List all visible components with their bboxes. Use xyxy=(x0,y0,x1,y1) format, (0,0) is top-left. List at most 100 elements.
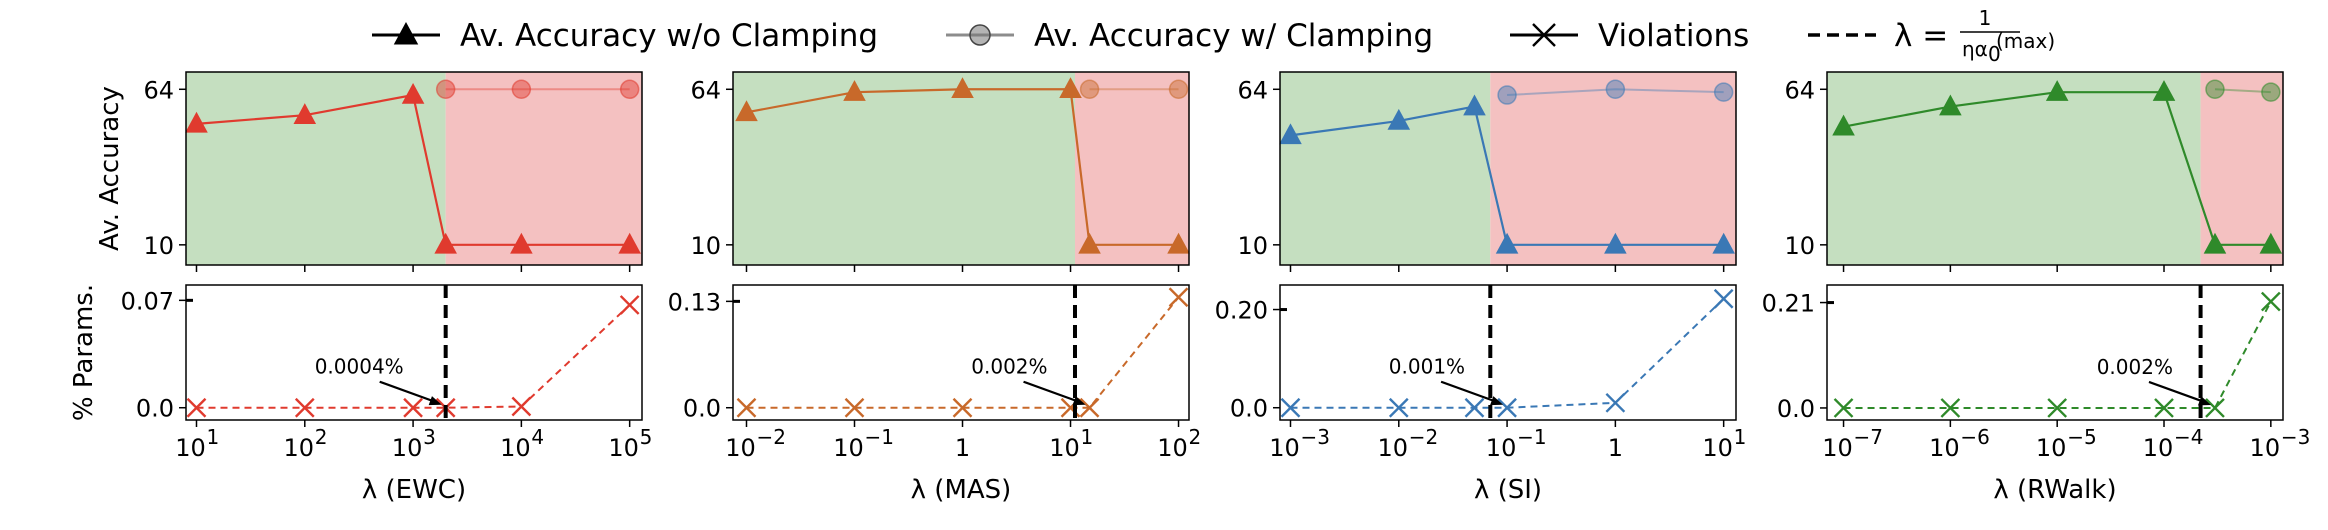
x-axis-label: λ (RWalk) xyxy=(1993,475,2116,505)
safe-region xyxy=(733,72,1075,265)
violation-region xyxy=(2200,72,2283,265)
violation-point xyxy=(1497,397,1517,418)
legend-label-no-clamp: Av. Accuracy w/o Clamping xyxy=(460,18,878,54)
y-tick-label: 0.0 xyxy=(683,395,721,423)
legend-formula-subscript: 0 xyxy=(1988,42,2001,66)
without-clamping-point xyxy=(1078,232,1101,254)
x-tick-exponent: −5 xyxy=(2067,425,2096,449)
top-axes-frame xyxy=(185,71,643,266)
x-tick-exponent: −1 xyxy=(865,425,894,449)
top-axes-frame xyxy=(732,71,1190,266)
violation-region xyxy=(1490,72,1736,265)
legend-label-violations: Violations xyxy=(1598,18,1749,54)
with-clamping-point xyxy=(1497,85,1517,105)
legend-formula-superscript: (max) xyxy=(1996,29,2055,53)
violation-point xyxy=(1605,392,1626,413)
with-clamping-point xyxy=(1713,82,1734,102)
series-with-clamping xyxy=(1507,88,1724,97)
bottom-ylabel: % Params. xyxy=(69,284,99,421)
x-tick-label: 10 xyxy=(1702,434,1733,462)
top-axes-frame xyxy=(1279,71,1737,266)
with-clamping-point xyxy=(1079,79,1100,100)
x-tick-exponent: 5 xyxy=(640,425,653,449)
violation-point xyxy=(1388,397,1409,418)
violation-point xyxy=(2154,398,2174,418)
without-clamping-point xyxy=(2203,232,2227,254)
y-tick-label: 0.07 xyxy=(121,287,174,315)
without-clamping-point xyxy=(510,232,533,254)
x-tick-exponent: 2 xyxy=(315,425,328,449)
violation-point xyxy=(1280,397,1301,418)
violation-point xyxy=(2205,398,2225,418)
legend-x-marker xyxy=(1532,23,1556,47)
x-tick-label: 10 xyxy=(392,434,423,462)
series-violations xyxy=(196,304,631,409)
y-tick-label: 64 xyxy=(1784,76,1815,104)
bottom-axes-frame xyxy=(1279,284,1737,421)
without-clamping-point xyxy=(1463,94,1486,116)
without-clamping-point xyxy=(2045,80,2069,101)
legend: Av. Accuracy w/o Clamping Av. Accuracy w/… xyxy=(372,6,2055,66)
violation-point xyxy=(1833,398,1854,418)
annotation-arrow-shaft xyxy=(1023,380,1082,404)
violation-point xyxy=(1713,288,1734,309)
violation-point xyxy=(736,397,757,418)
series-without-clamping xyxy=(196,93,630,246)
x-tick-label: 10 xyxy=(2143,434,2174,462)
violation-point xyxy=(619,295,640,315)
x-tick-label: 10 xyxy=(175,434,206,462)
with-clamping-point xyxy=(1605,79,1626,100)
x-tick-exponent: 1 xyxy=(1081,425,1094,449)
x-tick-exponent: −7 xyxy=(1854,425,1883,449)
annotation-arrow-head xyxy=(1490,396,1504,406)
legend-circle-marker xyxy=(969,24,991,46)
x-tick-exponent: −1 xyxy=(1517,425,1546,449)
y-tick-label: 10 xyxy=(1237,232,1268,260)
violation-point xyxy=(2260,291,2281,312)
without-clamping-point xyxy=(1832,114,1855,136)
legend-formula-lambda: λ = xyxy=(1894,18,1948,54)
violation-point xyxy=(2047,398,2068,418)
legend-formula-numerator: 1 xyxy=(1979,6,1992,30)
y-tick-label: 64 xyxy=(1237,76,1268,104)
series-without-clamping xyxy=(746,88,1179,246)
annotation-label: 0.001% xyxy=(1389,355,1465,379)
without-clamping-point xyxy=(735,100,758,122)
without-clamping-point xyxy=(2152,80,2176,101)
bottom-axes-frame xyxy=(185,284,643,421)
series-violations xyxy=(1843,301,2272,409)
x-tick-exponent: 3 xyxy=(423,425,436,449)
annotation-label: 0.0004% xyxy=(315,355,404,379)
without-clamping-point xyxy=(1939,94,1962,116)
x-tick-label: 10 xyxy=(1157,434,1188,462)
legend-triangle-marker xyxy=(393,21,419,45)
annotation-arrow-shaft xyxy=(379,380,439,404)
x-tick-exponent: −6 xyxy=(1960,425,1989,449)
violation-point xyxy=(1940,398,1961,418)
annotation-arrow-shaft xyxy=(2148,380,2208,404)
without-clamping-point xyxy=(1712,232,1735,254)
series-without-clamping xyxy=(1290,105,1724,246)
x-tick-label: 10 xyxy=(833,434,864,462)
annotation-arrow-head xyxy=(1072,396,1086,406)
without-clamping-point xyxy=(2259,232,2283,254)
without-clamping-point xyxy=(843,80,866,101)
without-clamping-point xyxy=(1279,123,1302,145)
x-tick-label: 10 xyxy=(1486,434,1517,462)
safe-region xyxy=(1280,72,1491,265)
y-tick-label: 0.0 xyxy=(136,395,174,423)
x-tick-label: 1 xyxy=(955,434,970,462)
without-clamping-point xyxy=(1604,232,1627,254)
without-clamping-point xyxy=(951,77,974,99)
violation-region xyxy=(1074,72,1189,265)
x-tick-label: 10 xyxy=(284,434,315,462)
violation-point xyxy=(294,397,315,418)
y-tick-label: 0.0 xyxy=(1230,395,1268,423)
x-tick-exponent: −2 xyxy=(756,425,785,449)
safe-region xyxy=(186,72,446,265)
x-tick-label: 10 xyxy=(725,434,756,462)
